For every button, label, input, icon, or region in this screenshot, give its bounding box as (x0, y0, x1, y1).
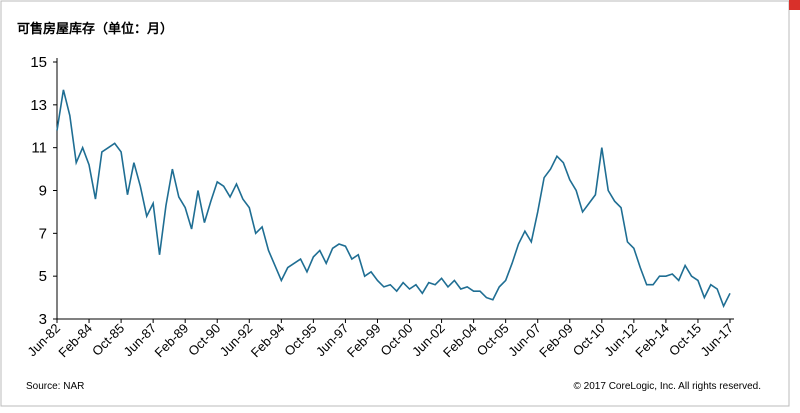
y-tick-label: 11 (31, 140, 47, 157)
copyright: © 2017 CoreLogic, Inc. All rights reserv… (574, 381, 761, 392)
y-tick-label: 9 (39, 183, 47, 200)
frame (0, 0, 790, 407)
data-line (56, 89, 731, 309)
y-tick-label: 13 (30, 97, 47, 114)
y-tick-label: 3 (39, 311, 47, 328)
source: Source: NAR (26, 381, 84, 392)
chart-title: 可售房屋库存（单位：月） (17, 21, 173, 36)
corner-icon[interactable] (789, 0, 800, 10)
y-tick-label: 15 (30, 54, 47, 71)
y-tick-label: 5 (39, 268, 47, 285)
y-tick-label: 7 (39, 225, 47, 242)
